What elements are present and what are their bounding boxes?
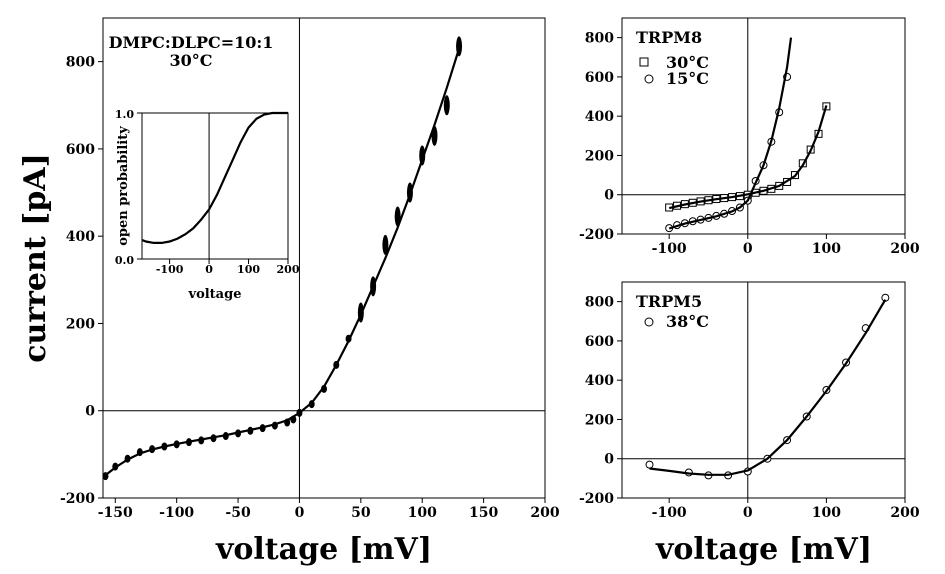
y-tick-label: 0 [85, 404, 95, 420]
y-tick-label: 200 [585, 148, 614, 164]
data-point [419, 145, 426, 166]
y-tick-label: 0 [604, 188, 614, 204]
y-tick-label: -200 [60, 491, 95, 507]
x-tick-label: 0 [743, 505, 753, 521]
trpm8-fit-line [668, 37, 793, 230]
inset-y-axis-label: open probability [116, 126, 131, 246]
y-tick-label: 0 [604, 452, 614, 468]
main-annotation-line1: DMPC:DLPC=10:1 [109, 33, 274, 52]
inset-x-axis-label: voltage [188, 287, 242, 302]
x-tick-label: 150 [469, 505, 498, 521]
x-tick-label: 200 [530, 505, 559, 521]
x-tick-label: -100 [652, 241, 687, 257]
y-tick-label: 200 [66, 316, 95, 332]
x-tick-label: -50 [225, 505, 251, 521]
trpm5-plot-frame [621, 281, 906, 499]
y-tick-label: 800 [66, 55, 95, 71]
y-tick-label: 200 [585, 412, 614, 428]
y-tick-label: 800 [585, 295, 614, 311]
legend-marker-circle [644, 317, 654, 327]
legend-label-38c: 38°C [666, 312, 709, 331]
x-tick-label: 0 [743, 241, 753, 257]
trpm5-fit-line [649, 299, 887, 476]
trpm8-annotation: TRPM8 [636, 28, 702, 47]
x-tick-label: 200 [277, 263, 300, 276]
trpm5-x-axis-label: voltage [mV] [655, 532, 872, 567]
y-tick-label: -200 [579, 227, 614, 243]
main-panel: -150 -100 -50 0 50 100 150 200 -200 0 200 400 600 800… [18, 17, 560, 567]
trpm8-legend: 30°C 15°C [639, 53, 709, 88]
y-tick-label: 400 [585, 109, 614, 125]
x-tick-label: 50 [351, 505, 371, 521]
inset-fit-line [141, 111, 288, 244]
main-fit-line [102, 48, 461, 478]
data-point [443, 95, 450, 116]
trpm5-annotation: TRPM5 [636, 292, 702, 311]
x-tick-label: 100 [237, 263, 260, 276]
inset-plot-frame [141, 112, 289, 260]
y-tick-label: 600 [585, 334, 614, 350]
main-y-axis-label: current [pA] [18, 153, 53, 363]
data-point-circle [645, 460, 654, 469]
x-tick-label: 200 [890, 241, 919, 257]
x-tick-label: 0 [295, 505, 305, 521]
y-tick-label: 400 [66, 229, 95, 245]
y-tick-label: 1.0 [115, 108, 134, 121]
y-tick-label: 0.0 [115, 254, 134, 267]
legend-marker-circle [644, 74, 654, 84]
x-tick-label: 200 [890, 505, 919, 521]
x-tick-label: 100 [408, 505, 437, 521]
main-annotation-line2: 30°C [170, 51, 213, 70]
trpm8-plot-frame [621, 17, 906, 235]
trpm5-legend: 38°C [644, 312, 709, 331]
trpm8-panel: -100 0 100 200 -200 0 200 400 600 800 TRPM8 30°C … [579, 17, 920, 257]
y-tick-label: -200 [579, 491, 614, 507]
x-tick-label: 0 [205, 263, 213, 276]
x-tick-label: 100 [812, 505, 841, 521]
legend-label-30c: 30°C [666, 53, 709, 72]
inset-panel: -100 0 100 200 0.0 1.0 voltage open probabili… [115, 108, 300, 302]
x-tick-label: -100 [652, 505, 687, 521]
legend-marker-square [639, 57, 649, 67]
trpm8-fit-line [668, 105, 828, 210]
x-tick-label: -100 [159, 505, 194, 521]
x-tick-label: -150 [98, 505, 133, 521]
data-point [382, 234, 389, 255]
y-tick-label: 800 [585, 31, 614, 47]
y-tick-label: 400 [585, 373, 614, 389]
y-tick-label: 600 [66, 142, 95, 158]
main-plot-frame [102, 17, 546, 499]
x-tick-label: 100 [812, 241, 841, 257]
main-x-axis-label: voltage [mV] [215, 532, 432, 567]
x-tick-label: -100 [156, 263, 184, 276]
y-tick-label: 600 [585, 70, 614, 86]
legend-label-15c: 15°C [666, 69, 709, 88]
